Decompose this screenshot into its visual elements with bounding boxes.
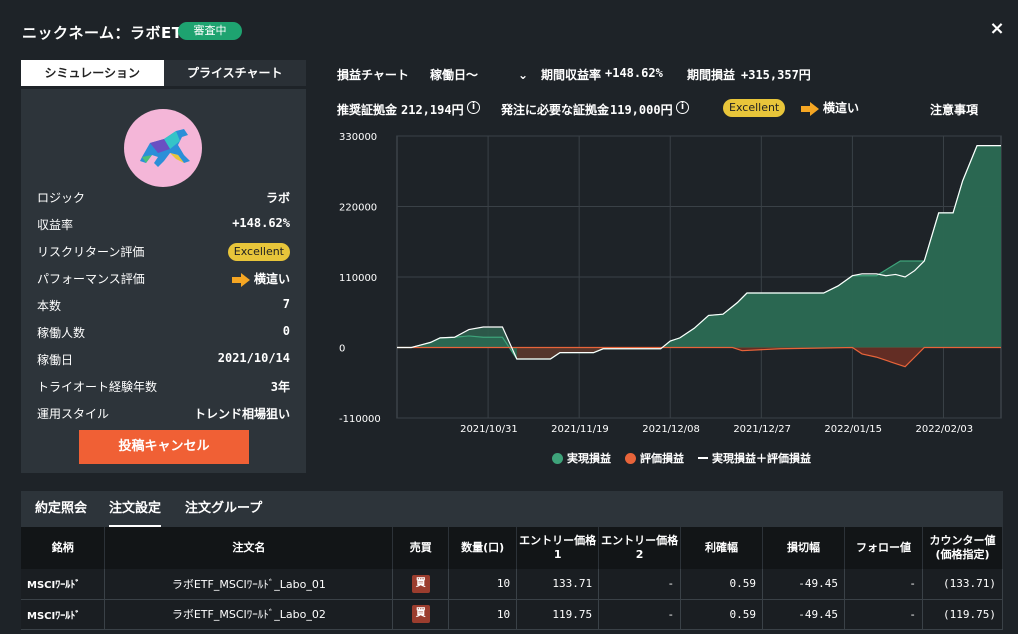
table-row[interactable]: MSCIﾜｰﾙﾄﾞ ラボETF_MSCIﾜｰﾙﾄﾞ_Labo_02 買 10 1… [21, 599, 1004, 630]
notes-link[interactable]: 注意事項 [930, 103, 979, 117]
th-take-profit: 利確幅 [680, 527, 764, 569]
profile-row-performance: パフォーマンス評価 横這い [37, 272, 290, 287]
table-row[interactable]: MSCIﾜｰﾙﾄﾞ ラボETF_MSCIﾜｰﾙﾄﾞ_Labo_01 買 10 1… [21, 569, 1004, 600]
y-tick-label: 110000 [339, 273, 377, 284]
info-icon[interactable]: i [467, 101, 480, 114]
close-icon[interactable]: × [989, 18, 1005, 39]
profile-row-logic: ロジック ラボ [37, 191, 290, 205]
arrow-right-icon [801, 101, 819, 116]
x-tick-label: 2021/12/08 [642, 424, 700, 435]
profile-row-experience: トライオート経験年数 3年 [37, 380, 290, 394]
th-entry-price-2: エントリー価格2 [598, 527, 682, 569]
trend-indicator: 横這い [801, 99, 859, 116]
th-stop-loss: 損切幅 [762, 527, 845, 569]
period-pl-value: +315,357円 [741, 68, 811, 82]
profile-row-style: 運用スタイル トレンド相場狙い [37, 407, 290, 421]
strategy-profile-panel: ロジック ラボ 収益率 +148.62% リスクリターン評価 Excellent… [21, 89, 306, 473]
th-quantity: 数量(口) [448, 527, 518, 569]
legend-realized: 実現損益 [552, 450, 611, 466]
required-margin-label: 発注に必要な証拠金 [501, 103, 610, 117]
status-badge: 審査中 [178, 22, 242, 40]
chart-legend: 実現損益 評価損益 実現損益＋評価損益 [552, 450, 811, 466]
x-tick-label: 2021/10/31 [460, 424, 518, 435]
tab-order-group[interactable]: 注文グループ [185, 501, 263, 516]
chevron-down-icon: ⌄ [518, 68, 529, 82]
realized-area [397, 145, 1001, 360]
chart-lines [397, 145, 1001, 368]
x-tick-label: 2021/11/19 [551, 424, 609, 435]
cancel-post-button[interactable]: 投稿キャンセル [79, 430, 249, 464]
required-margin-value: 119,000円 [610, 103, 673, 117]
modal-header: ニックネーム：ラボETF 審査中 × [0, 0, 1018, 60]
bottom-tab-bar: 約定照会 注文設定 注文グループ [21, 491, 1003, 527]
legend-total: 実現損益＋評価損益 [698, 450, 811, 466]
avatar [124, 109, 202, 187]
unrealized-line [397, 346, 1001, 368]
info-icon[interactable]: i [676, 101, 689, 114]
chart-title: 損益チャート [337, 68, 409, 82]
unrealized-area [397, 347, 1001, 367]
chart-areas [397, 145, 1001, 367]
x-tick-label: 2022/02/03 [915, 424, 973, 435]
th-counter-value: カウンター値(価格指定) [922, 527, 1004, 569]
x-axis-ticks: 2021/10/31 2021/11/19 2021/12/08 2021/12/27… [460, 424, 973, 435]
legend-unrealized: 評価損益 [625, 450, 684, 466]
tab-execution-history[interactable]: 約定照会 [35, 501, 88, 516]
excellent-badge: Excellent [227, 243, 290, 261]
th-entry-price-1: エントリー価格1 [516, 527, 600, 569]
order-table: 銘柄 注文名 売買 数量(口) エントリー価格1 エントリー価格2 利確幅 損切… [21, 527, 1004, 630]
th-order-name: 注文名 [104, 527, 394, 569]
buy-badge: 買 [411, 605, 430, 623]
arrow-right-icon [231, 272, 250, 287]
tab-price-chart[interactable]: プライスチャート [163, 60, 306, 86]
th-side: 売買 [392, 527, 450, 569]
period-return-label: 期間収益率 [541, 68, 602, 82]
tab-order-settings[interactable]: 注文設定 [109, 491, 162, 527]
buy-badge: 買 [411, 574, 430, 593]
page-title: ニックネーム：ラボETF [22, 24, 194, 42]
y-tick-label: -110000 [339, 414, 381, 425]
y-tick-label: 0 [339, 344, 345, 355]
y-tick-label: 330000 [339, 132, 377, 143]
total-line [397, 145, 1001, 360]
period-pl-label: 期間損益 [687, 68, 736, 82]
recommended-margin-label: 推奨証拠金 [337, 103, 398, 117]
th-symbol: 銘柄 [21, 527, 106, 569]
tab-simulation[interactable]: シミュレーション [21, 60, 164, 86]
profile-row-count: 本数 7 [37, 297, 290, 313]
profile-row-risk-return: リスクリターン評価 Excellent [37, 241, 290, 261]
period-return-value: +148.62% [605, 66, 663, 80]
x-tick-label: 2022/01/15 [824, 424, 882, 435]
profile-row-return: 収益率 +148.62% [37, 216, 290, 232]
x-tick-label: 2021/12/27 [733, 424, 791, 435]
profile-row-users: 稼働人数 0 [37, 324, 290, 340]
period-select[interactable]: 稼働日～ ⌄ [430, 68, 529, 82]
recommended-margin-value: 212,194円 [401, 103, 464, 117]
y-tick-label: 220000 [339, 203, 377, 214]
excellent-badge: Excellent [723, 99, 786, 117]
y-axis-ticks: 330000 220000 110000 0 -110000 [339, 132, 381, 425]
profile-row-start-date: 稼働日 2021/10/14 [37, 351, 290, 367]
left-tab-bar: シミュレーション プライスチャート [21, 60, 306, 86]
th-follow-value: フォロー値 [844, 527, 923, 569]
negative-area [516, 347, 661, 360]
